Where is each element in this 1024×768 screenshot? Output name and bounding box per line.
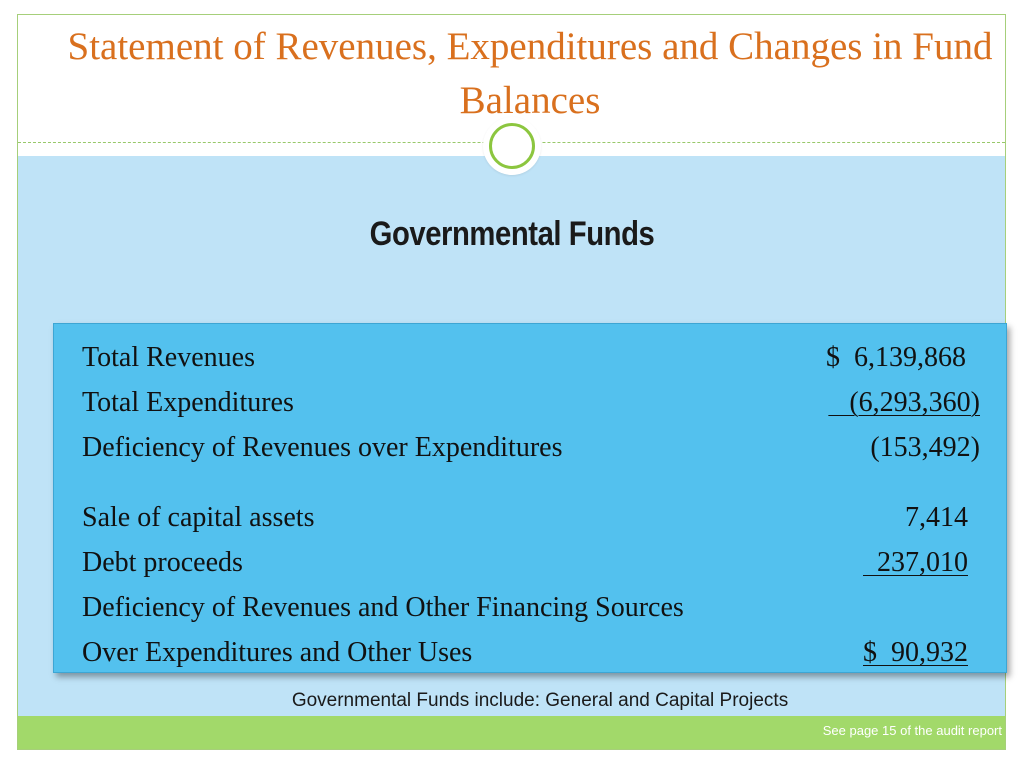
row-amount: (153,492)	[870, 432, 980, 463]
slide-title: Statement of Revenues, Expenditures and …	[67, 25, 993, 122]
row-label: Deficiency of Revenues and Other Financi…	[82, 592, 684, 623]
row-amount: $ 6,139,868	[826, 342, 966, 373]
row-amount: (6,293,360)	[828, 387, 980, 418]
row-label: Debt proceeds	[82, 547, 243, 578]
statement-row-deficiency-other-sources: Deficiency of Revenues and Other Financi…	[82, 592, 982, 632]
row-amount: 237,010	[863, 547, 968, 578]
row-label: Over Expenditures and Other Uses	[82, 637, 473, 668]
source-note: See page 15 of the audit report	[822, 723, 1002, 738]
row-amount: $ 90,932	[863, 637, 968, 668]
statement-row-debt-proceeds: Debt proceeds 237,010	[82, 547, 982, 587]
footer-band	[18, 716, 1005, 749]
statement-row-over-expenditures: Over Expenditures and Other Uses $ 90,93…	[82, 637, 982, 677]
row-label: Total Expenditures	[82, 387, 294, 418]
statement-row-deficiency: Deficiency of Revenues over Expenditures…	[82, 432, 982, 472]
financial-statement-panel: Total Revenues $ 6,139,868 Total Expendi…	[53, 323, 1007, 673]
slide-subtitle: Governmental Funds	[369, 215, 655, 253]
row-label: Total Revenues	[82, 342, 255, 373]
row-label: Deficiency of Revenues over Expenditures	[82, 432, 563, 463]
row-amount: 7,414	[905, 502, 968, 533]
statement-row-sale-of-capital-assets: Sale of capital assets 7,414	[82, 502, 982, 542]
statement-row-total-revenues: Total Revenues $ 6,139,868	[82, 342, 982, 382]
statement-row-total-expenditures: Total Expenditures (6,293,360)	[82, 387, 982, 427]
divider-ring-icon	[489, 123, 535, 169]
row-label: Sale of capital assets	[82, 502, 315, 533]
footnote: Governmental Funds include: General and …	[291, 690, 789, 711]
